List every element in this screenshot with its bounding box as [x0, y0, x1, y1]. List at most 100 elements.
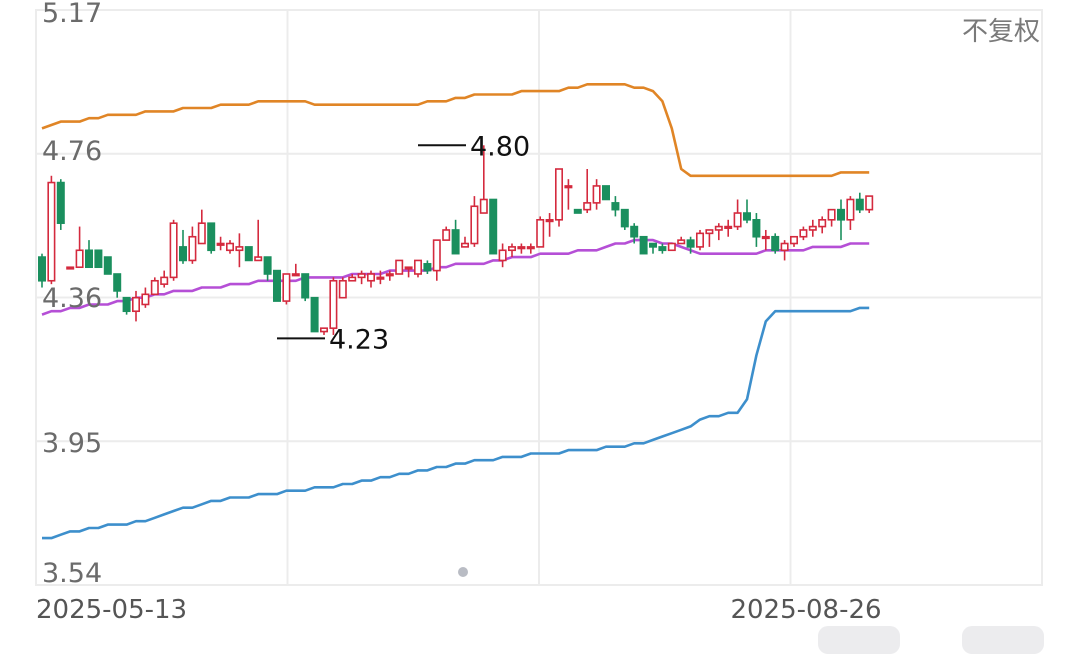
candle: [442, 226, 451, 241]
bottom-toolbar-button-right[interactable]: [962, 626, 1044, 654]
candle: [169, 219, 178, 281]
candle-body: [686, 239, 695, 248]
candle: [376, 270, 385, 285]
candle: [122, 296, 131, 315]
x-axis-ticks: 2025-05-13 2025-08-26: [36, 595, 882, 625]
candle: [460, 236, 469, 248]
candle: [601, 185, 610, 201]
candle-body: [554, 168, 563, 221]
candle-body: [733, 212, 742, 228]
candle: [818, 216, 827, 234]
candle-body: [442, 229, 451, 241]
page-indicator-dot: [458, 567, 468, 577]
y-tick-label: 3.54: [42, 558, 102, 589]
candle-body: [771, 235, 780, 252]
candle: [677, 236, 686, 245]
candle: [658, 243, 667, 254]
candle-body: [789, 235, 798, 245]
candle: [423, 260, 432, 274]
candle-body: [517, 246, 526, 250]
candle: [75, 226, 84, 269]
high-price-marker-label: 4.80: [470, 131, 530, 162]
candle: [470, 196, 479, 247]
candle-body: [122, 296, 131, 313]
candle-body: [385, 273, 394, 277]
candle: [630, 223, 639, 244]
candle: [808, 219, 817, 237]
candle-body: [413, 259, 422, 275]
candle-body: [507, 246, 516, 252]
candle-body: [216, 242, 225, 246]
candle: [695, 229, 704, 251]
candle-body: [658, 246, 667, 252]
y-tick-label: 5.17: [42, 0, 102, 29]
candle-body: [141, 293, 150, 306]
candle: [583, 169, 592, 214]
candle: [667, 242, 676, 252]
candle: [235, 233, 244, 268]
candle: [272, 269, 281, 302]
candle: [789, 235, 798, 247]
bottom-toolbar-button-left[interactable]: [818, 626, 900, 654]
candle: [865, 195, 874, 214]
candle: [47, 175, 56, 285]
y-tick-label: 3.95: [42, 428, 102, 459]
candle-body: [545, 219, 554, 223]
candle: [160, 270, 169, 288]
candle-body: [460, 242, 469, 248]
candle-body: [169, 222, 178, 279]
candle-body: [761, 235, 770, 240]
candle-body: [564, 185, 573, 189]
candle-body: [714, 225, 723, 231]
adjust-mode-label[interactable]: 不复权: [962, 17, 1040, 47]
candle: [733, 199, 742, 230]
candle-body: [282, 273, 291, 302]
candle: [37, 253, 46, 288]
candle: [132, 290, 141, 322]
candle-body: [432, 239, 441, 272]
candle-body: [423, 263, 432, 272]
candle-body: [226, 242, 235, 252]
lower-band-line: [42, 306, 870, 540]
candle: [263, 256, 272, 281]
candle-body: [742, 212, 751, 221]
candle-body: [620, 208, 629, 228]
candle: [103, 256, 112, 275]
candle-body: [197, 222, 206, 245]
candlestick-series: [37, 145, 874, 335]
candle: [752, 213, 761, 247]
candle: [244, 246, 253, 262]
candle: [517, 243, 526, 254]
candle: [498, 243, 507, 268]
candle-body: [780, 242, 789, 252]
candle: [507, 243, 516, 258]
candle-body: [160, 276, 169, 285]
candle: [432, 239, 441, 281]
candle-body: [263, 256, 272, 275]
candle-body: [630, 225, 639, 238]
candle-body: [357, 273, 366, 279]
candle: [611, 196, 620, 217]
candle-body: [254, 256, 263, 262]
candle-body: [573, 208, 582, 214]
candle-body: [366, 273, 375, 282]
candle-body: [470, 205, 479, 245]
candle: [319, 327, 328, 335]
candle-body: [404, 266, 413, 270]
annotations: 4.80 4.23: [277, 131, 530, 355]
candle: [780, 240, 789, 261]
candle: [150, 277, 159, 296]
candle-body: [272, 269, 281, 302]
candle: [855, 192, 864, 214]
candle-body: [244, 246, 253, 262]
candle-body: [536, 219, 545, 248]
candle: [526, 243, 535, 254]
candle-body: [526, 246, 535, 250]
middle-band-line: [41, 238, 870, 316]
candle-body: [75, 249, 84, 269]
candle: [329, 277, 338, 335]
candle: [113, 273, 122, 298]
candle-body: [395, 259, 404, 275]
candle-body: [648, 242, 657, 248]
candle-body: [338, 279, 347, 299]
